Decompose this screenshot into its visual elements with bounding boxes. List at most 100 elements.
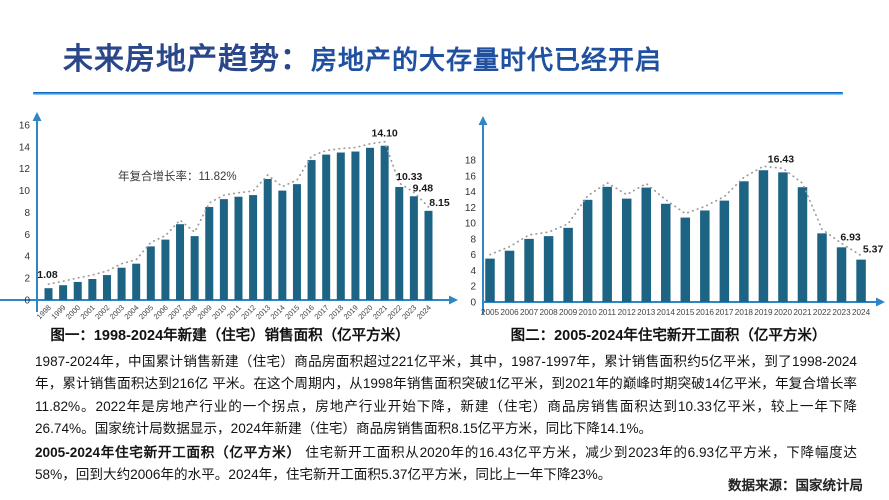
y-tick-label: 10 — [19, 186, 31, 197]
title-underline — [33, 92, 843, 95]
bar — [700, 210, 710, 302]
x-tick-label: 2018 — [327, 303, 345, 321]
bar — [307, 160, 316, 300]
bar — [504, 250, 515, 302]
new-starts-chart: 0 2 4 6 8 10 12 14 16 18 2005 2006 2007 2008 2009 2010 2… — [448, 108, 889, 324]
data-source-label: 数据来源：国家统计局 — [728, 478, 863, 493]
bar — [817, 233, 827, 302]
x-tick-label: 2022 — [813, 308, 832, 317]
bar — [176, 224, 185, 300]
x-tick-label: 2009 — [559, 308, 578, 317]
y-tick-label: 12 — [19, 164, 31, 175]
paragraph-new-starts: 2005-2024年住宅新开工面积（亿平方米） 住宅新开工面积从2020年的16… — [35, 442, 857, 487]
x-tick-label: 2000 — [64, 303, 82, 321]
y-axis-arrow-icon — [32, 112, 42, 121]
bar — [563, 227, 573, 302]
bar — [719, 200, 730, 302]
bar — [234, 196, 243, 300]
bar — [322, 154, 331, 300]
page-title-secondary: 房地产的大存量时代已经开启 — [311, 45, 663, 75]
y-tick-label: 4 — [470, 266, 476, 277]
x-tick-label: 2024 — [415, 303, 433, 321]
bar — [59, 285, 68, 300]
bar — [219, 199, 228, 300]
x-tick-label: 2017 — [312, 303, 330, 321]
bar — [424, 210, 433, 300]
value-label: 10.33 — [396, 171, 422, 183]
x-tick-label: 2001 — [79, 303, 97, 321]
bar — [524, 238, 534, 302]
bar — [73, 281, 82, 300]
bar — [641, 187, 651, 302]
x-tick-label: 2015 — [676, 308, 695, 317]
bar — [278, 190, 287, 300]
y-tick-label: 14 — [19, 142, 31, 153]
x-tick-label: 2002 — [93, 303, 111, 321]
x-tick-label: 2013 — [254, 303, 272, 321]
bar — [602, 186, 612, 302]
y-tick-label: 8 — [24, 208, 30, 219]
x-tick-label: 2010 — [210, 303, 228, 321]
x-tick-label: 2014 — [269, 303, 287, 321]
paragraph-sales: 1987-2024年，中国累计销售新建（住宅）商品房面积超过221亿平米，其中，… — [35, 351, 857, 441]
y-axis-arrow-icon — [478, 116, 488, 125]
x-tick-label: 2007 — [166, 303, 184, 321]
bar — [263, 179, 272, 300]
value-label: 8.15 — [429, 197, 450, 209]
bar — [117, 267, 126, 300]
bar — [44, 288, 53, 300]
bar — [351, 151, 360, 300]
x-tick-label: 2016 — [298, 303, 316, 321]
x-tick-label: 2014 — [657, 308, 676, 317]
bar — [485, 258, 495, 302]
bar — [205, 207, 214, 300]
x-tick-label: 2019 — [342, 303, 360, 321]
x-tick-label: 2022 — [386, 303, 404, 321]
bar — [739, 181, 749, 302]
bar — [582, 199, 593, 302]
sales-area-chart-canvas: 0246810121416199819992000200120022003200… — [0, 112, 458, 321]
x-axis-arrow-icon — [876, 297, 885, 307]
y-tick-label: 0 — [24, 296, 30, 307]
trend-dotted-line — [47, 140, 430, 286]
x-tick-label: 2011 — [225, 303, 243, 321]
value-label: 9.48 — [413, 182, 434, 194]
x-tick-label: 2023 — [400, 303, 418, 321]
trend-dotted-line — [489, 165, 862, 257]
bar — [380, 145, 389, 300]
x-tick-label: 2020 — [356, 303, 374, 321]
y-tick-label: 12 — [465, 203, 477, 214]
bar — [132, 263, 141, 300]
y-tick-label: 2 — [470, 282, 476, 293]
paragraph-new-starts-text: 住宅新开工面积从2020年的16.43亿平方米，减少到2023年的6.93亿平方… — [35, 444, 858, 483]
bar — [621, 198, 632, 302]
bar — [88, 278, 97, 300]
x-tick-label: 2011 — [598, 308, 616, 317]
x-tick-label: 2005 — [481, 308, 500, 317]
bar — [102, 275, 111, 300]
bar — [661, 203, 671, 302]
bar — [543, 236, 554, 302]
x-tick-label: 2012 — [239, 303, 257, 321]
paragraph-sales-text: 1987-2024年，中国累计销售新建（住宅）商品房面积超过221亿平米，其中，… — [35, 354, 857, 437]
cagr-annotation: 年复合增长率：11.82% — [118, 169, 237, 183]
value-label: 6.93 — [840, 231, 861, 243]
y-tick-label: 6 — [24, 230, 30, 241]
bar — [680, 217, 691, 302]
x-tick-label: 2024 — [852, 308, 871, 317]
y-tick-label: 16 — [19, 120, 31, 131]
value-label: 1.08 — [37, 269, 58, 281]
y-tick-label: 0 — [470, 298, 476, 309]
x-axis-arrow-icon — [449, 295, 458, 305]
bar — [797, 187, 808, 302]
y-tick-label: 18 — [465, 155, 477, 166]
x-tick-label: 2016 — [696, 308, 715, 317]
bar — [336, 152, 345, 300]
bar — [146, 246, 155, 300]
bar — [778, 172, 788, 302]
sales-area-chart-caption: 图一：1998-2024年新建（住宅）销售面积（亿平方米） — [50, 328, 410, 344]
body-text: 1987-2024年，中国累计销售新建（住宅）商品房面积超过221亿平米，其中，… — [35, 351, 857, 486]
x-tick-label: 2005 — [137, 303, 155, 321]
